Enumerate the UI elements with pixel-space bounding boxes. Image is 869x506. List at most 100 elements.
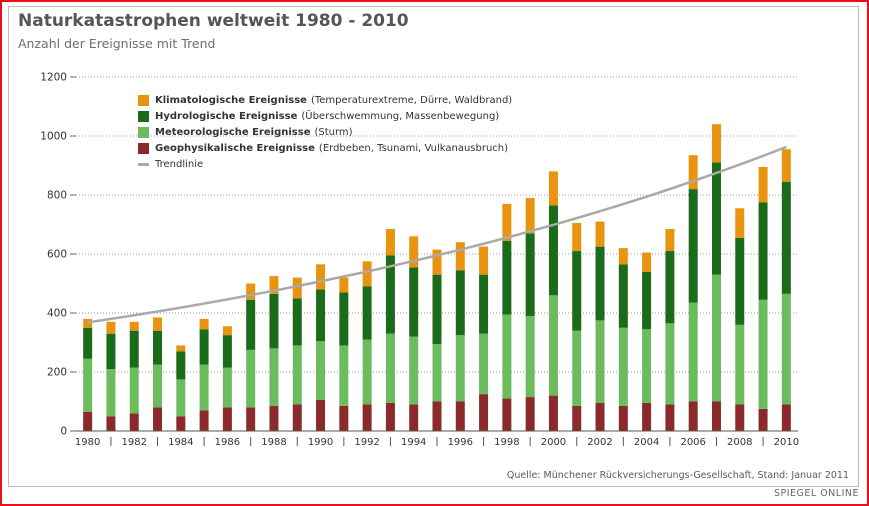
legend: Klimatologische Ereignisse (Temperaturex… xyxy=(138,92,512,172)
bar-2008-geophysikalische xyxy=(735,404,745,431)
bar-1993-klimatologische xyxy=(385,228,395,256)
bar-1996-geophysikalische xyxy=(455,401,465,431)
legend-description: (Überschwemmung, Massenbewegung) xyxy=(301,110,500,122)
bar-1989-hydrologische xyxy=(292,298,302,346)
bar-2006-hydrologische xyxy=(688,189,698,303)
bar-2004-hydrologische xyxy=(642,271,652,330)
bar-1980-klimatologische xyxy=(83,318,93,328)
x-axis: 1980 1982 1984 1986 1988 1990 1992 1994 1996 1998… xyxy=(75,430,799,448)
trend-line xyxy=(87,145,787,324)
legend-swatch-trendlinie xyxy=(138,162,149,166)
x-tick-label: 1980 xyxy=(75,437,100,448)
x-tick-label: 1996 xyxy=(448,437,473,448)
bar-2001-meteorologische xyxy=(572,330,582,406)
x-tick-label: 1986 xyxy=(215,437,240,448)
legend-item-klimatologisch: Klimatologische Ereignisse (Temperaturex… xyxy=(138,92,512,108)
bar-1998-geophysikalische xyxy=(502,398,512,431)
bar-2000-klimatologische xyxy=(548,171,558,206)
bar-2010-meteorologische xyxy=(781,293,791,405)
bar-1983-hydrologische xyxy=(153,330,163,365)
y-axis-labels: 0 200 400 600 800 1000 1200 xyxy=(40,72,67,438)
bar-2007-meteorologische xyxy=(711,274,721,402)
bar-2005-geophysikalische xyxy=(665,404,675,431)
bar-2008-meteorologische xyxy=(735,324,745,405)
x-tick-label: 1982 xyxy=(121,437,146,448)
bar-2004-meteorologische xyxy=(642,329,652,403)
bar-1991-meteorologische xyxy=(339,345,349,406)
y-tick-label: 600 xyxy=(47,249,67,261)
bar-1980-hydrologische xyxy=(83,327,93,359)
legend-label: Geophysikalische Ereignisse xyxy=(155,142,315,154)
bar-1982-geophysikalische xyxy=(129,413,139,431)
bar-1998-klimatologische xyxy=(502,203,512,241)
bar-1988-klimatologische xyxy=(269,276,279,294)
bar-2006-klimatologische xyxy=(688,155,698,190)
bar-1985-geophysikalische xyxy=(199,410,209,431)
bar-1999-meteorologische xyxy=(525,315,535,398)
bar-2009-klimatologische xyxy=(758,166,768,203)
x-tick-label: 1994 xyxy=(401,437,426,448)
legend-item-hydrologisch: Hydrologische Ereignisse (Überschwemmung… xyxy=(138,108,512,124)
bar-2005-meteorologische xyxy=(665,323,675,405)
bar-1985-hydrologische xyxy=(199,329,209,365)
bar-1987-meteorologische xyxy=(246,349,256,408)
bar-2010-hydrologische xyxy=(781,181,791,294)
bar-1981-geophysikalische xyxy=(106,416,116,431)
bar-2002-hydrologische xyxy=(595,246,605,321)
x-tick-label: 1990 xyxy=(308,437,333,448)
bar-2005-hydrologische xyxy=(665,251,675,324)
x-tick-label: 2004 xyxy=(634,437,659,448)
bar-1982-klimatologische xyxy=(129,321,139,331)
bar-2001-hydrologische xyxy=(572,251,582,331)
legend-swatch-klimatologisch xyxy=(138,94,149,106)
bar-1989-geophysikalische xyxy=(292,404,302,431)
bar-1983-klimatologische xyxy=(153,317,163,331)
x-tick-label: 2000 xyxy=(541,437,566,448)
bar-1993-meteorologische xyxy=(385,333,395,403)
bar-2006-geophysikalische xyxy=(688,401,698,431)
bar-1992-hydrologische xyxy=(362,286,372,340)
chart-subtitle: Anzahl der Ereignisse mit Trend xyxy=(18,36,216,51)
bar-1993-geophysikalische xyxy=(385,402,395,431)
x-tick-label: 2008 xyxy=(727,437,752,448)
bar-1981-meteorologische xyxy=(106,369,116,417)
bar-1994-klimatologische xyxy=(409,236,419,268)
bar-2004-geophysikalische xyxy=(642,402,652,431)
bar-1988-geophysikalische xyxy=(269,405,279,431)
legend-swatch-hydrologisch xyxy=(138,110,149,122)
bar-2010-klimatologische xyxy=(781,149,791,182)
bar-1980-geophysikalische xyxy=(83,411,93,431)
bar-2004-klimatologische xyxy=(642,252,652,272)
bar-1990-meteorologische xyxy=(316,341,326,401)
bar-1999-hydrologische xyxy=(525,233,535,316)
x-tick-label: 2006 xyxy=(680,437,705,448)
bar-1981-hydrologische xyxy=(106,333,116,370)
bar-1984-meteorologische xyxy=(176,379,186,417)
bar-2000-geophysikalische xyxy=(548,395,558,431)
y-tick-label: 0 xyxy=(60,426,67,438)
bar-2003-meteorologische xyxy=(618,327,628,406)
bar-2009-geophysikalische xyxy=(758,408,768,432)
bar-1991-hydrologische xyxy=(339,292,349,346)
bar-2003-geophysikalische xyxy=(618,405,628,431)
bar-1983-meteorologische xyxy=(153,364,163,408)
y-tick-label: 200 xyxy=(47,367,67,379)
legend-label-trendlinie: Trendlinie xyxy=(155,158,204,170)
bar-2003-hydrologische xyxy=(618,264,628,328)
bar-1996-meteorologische xyxy=(455,335,465,402)
bar-1999-klimatologische xyxy=(525,197,535,234)
bar-1994-meteorologische xyxy=(409,336,419,405)
bar-2010-geophysikalische xyxy=(781,404,791,431)
legend-description: (Sturm) xyxy=(314,126,353,138)
bar-1994-hydrologische xyxy=(409,267,419,337)
x-tick-label: 1998 xyxy=(494,437,519,448)
bar-2006-meteorologische xyxy=(688,302,698,402)
bar-2007-hydrologische xyxy=(711,162,721,275)
bar-1984-geophysikalische xyxy=(176,416,186,431)
y-tick-label: 1200 xyxy=(40,72,67,84)
bar-1992-meteorologische xyxy=(362,339,372,405)
bar-1989-meteorologische xyxy=(292,345,302,405)
legend-description: (Temperaturextreme, Dürre, Waldbrand) xyxy=(310,94,513,106)
bar-1984-hydrologische xyxy=(176,351,186,380)
